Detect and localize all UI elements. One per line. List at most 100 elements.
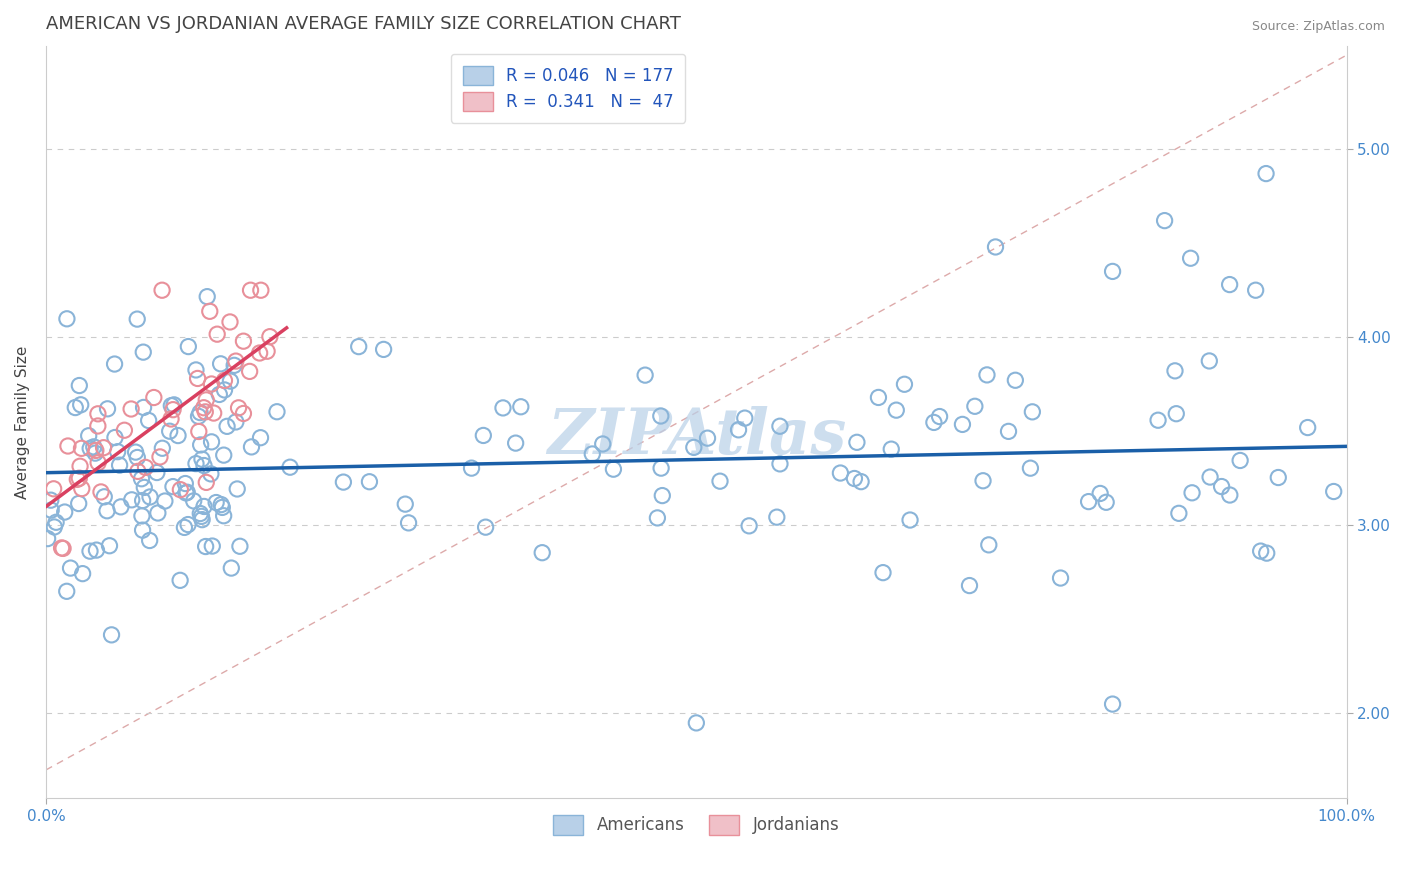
Text: AMERICAN VS JORDANIAN AVERAGE FAMILY SIZE CORRELATION CHART: AMERICAN VS JORDANIAN AVERAGE FAMILY SIZ… bbox=[46, 15, 681, 33]
Point bbox=[201, 539, 224, 553]
Point bbox=[69, 398, 91, 412]
Point bbox=[682, 441, 704, 455]
Point bbox=[1019, 461, 1042, 475]
Point bbox=[727, 423, 749, 437]
Point bbox=[1180, 252, 1202, 266]
Point bbox=[884, 403, 907, 417]
Point bbox=[1199, 470, 1222, 484]
Point bbox=[56, 311, 79, 326]
Point bbox=[738, 519, 761, 533]
Point bbox=[1219, 488, 1241, 502]
Point bbox=[278, 460, 301, 475]
Point bbox=[135, 460, 157, 475]
Point bbox=[709, 474, 731, 488]
Point bbox=[153, 494, 176, 508]
Point bbox=[187, 425, 209, 439]
Point bbox=[1198, 354, 1220, 368]
Point bbox=[650, 461, 672, 475]
Point bbox=[191, 452, 214, 467]
Point bbox=[509, 400, 531, 414]
Point bbox=[844, 471, 866, 485]
Point bbox=[67, 378, 90, 392]
Point bbox=[70, 442, 93, 456]
Point bbox=[211, 500, 233, 515]
Point bbox=[766, 510, 789, 524]
Point bbox=[87, 419, 110, 434]
Point bbox=[131, 508, 153, 523]
Point bbox=[249, 431, 271, 445]
Point bbox=[110, 500, 132, 514]
Point bbox=[1167, 506, 1189, 520]
Point bbox=[139, 490, 162, 504]
Point bbox=[1049, 571, 1071, 585]
Point bbox=[474, 520, 496, 534]
Point bbox=[160, 399, 183, 413]
Point bbox=[332, 475, 354, 489]
Point bbox=[492, 401, 515, 415]
Point bbox=[581, 447, 603, 461]
Point bbox=[160, 412, 183, 426]
Point bbox=[228, 401, 250, 415]
Point bbox=[173, 520, 195, 534]
Point bbox=[769, 419, 792, 434]
Point bbox=[1021, 405, 1043, 419]
Point bbox=[963, 399, 986, 413]
Point bbox=[93, 441, 115, 455]
Point bbox=[184, 457, 207, 471]
Point bbox=[849, 475, 872, 489]
Point bbox=[208, 387, 231, 401]
Point bbox=[42, 482, 65, 496]
Point bbox=[187, 409, 209, 424]
Point bbox=[87, 407, 110, 421]
Y-axis label: Average Family Size: Average Family Size bbox=[15, 345, 30, 499]
Point bbox=[77, 429, 100, 443]
Point bbox=[256, 344, 278, 359]
Point bbox=[734, 411, 756, 425]
Point bbox=[187, 371, 209, 385]
Point bbox=[150, 283, 173, 297]
Point bbox=[592, 437, 614, 451]
Point bbox=[177, 517, 200, 532]
Point bbox=[132, 345, 155, 359]
Point bbox=[138, 413, 160, 427]
Point bbox=[898, 513, 921, 527]
Point bbox=[997, 425, 1019, 439]
Point bbox=[205, 327, 228, 342]
Point bbox=[977, 538, 1000, 552]
Point bbox=[83, 440, 105, 454]
Point bbox=[51, 541, 73, 555]
Point bbox=[209, 498, 232, 512]
Point bbox=[972, 474, 994, 488]
Point bbox=[830, 466, 852, 480]
Point bbox=[221, 561, 243, 575]
Point bbox=[224, 359, 246, 373]
Point bbox=[769, 457, 792, 471]
Point bbox=[460, 461, 482, 475]
Point bbox=[225, 354, 247, 368]
Point bbox=[1101, 264, 1123, 278]
Point bbox=[685, 715, 707, 730]
Point bbox=[229, 539, 252, 553]
Point bbox=[174, 476, 197, 491]
Point bbox=[150, 442, 173, 456]
Point bbox=[1164, 364, 1187, 378]
Point bbox=[1296, 420, 1319, 434]
Point bbox=[1250, 544, 1272, 558]
Point bbox=[212, 508, 235, 523]
Point bbox=[209, 357, 232, 371]
Point bbox=[1244, 283, 1267, 297]
Point bbox=[56, 439, 79, 453]
Point bbox=[69, 459, 91, 474]
Point bbox=[214, 374, 236, 388]
Point bbox=[239, 364, 262, 378]
Point bbox=[193, 500, 215, 514]
Point bbox=[162, 480, 184, 494]
Point bbox=[120, 402, 142, 417]
Point bbox=[177, 340, 200, 354]
Point bbox=[952, 417, 974, 432]
Point bbox=[163, 398, 186, 412]
Point bbox=[39, 503, 62, 517]
Point bbox=[347, 340, 370, 354]
Point bbox=[1147, 413, 1170, 427]
Point bbox=[200, 467, 222, 481]
